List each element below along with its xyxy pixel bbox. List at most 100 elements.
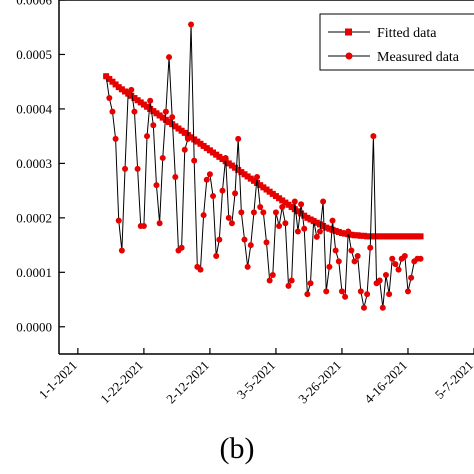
fitted-data-point (260, 184, 267, 191)
measured-data-point (216, 236, 223, 243)
measured-data-point (332, 247, 339, 254)
y-tick-label: 0.0002 (16, 210, 52, 225)
y-tick-label: 0.0005 (16, 47, 52, 62)
measured-data-point (232, 190, 239, 197)
legend-label-fitted-data: Fitted data (377, 26, 437, 41)
fitted-data-point (329, 226, 336, 233)
measured-data-point (382, 272, 389, 279)
fitted-data-point (395, 233, 402, 240)
measured-data-point (118, 247, 125, 254)
measured-data-point (184, 135, 191, 142)
fitted-data-point (210, 149, 217, 156)
fitted-data-point (408, 233, 415, 240)
fitted-data-point (279, 197, 286, 204)
fitted-data-point (272, 193, 279, 200)
fitted-data-point (307, 216, 314, 223)
fitted-data-point (150, 108, 157, 115)
measured-data-point (162, 108, 169, 115)
measured-data-point (364, 291, 371, 298)
measured-data-point (115, 217, 122, 224)
measured-data-point (417, 255, 424, 262)
fitted-data-point (172, 123, 179, 130)
measured-data-point (247, 242, 254, 249)
measured-data-point (200, 212, 207, 219)
measured-data-point (269, 272, 276, 279)
fitted-data-point (109, 78, 116, 85)
measured-data-point (357, 288, 364, 295)
measured-data-point (147, 97, 154, 104)
legend: Fitted data Measured data (319, 13, 474, 71)
fitted-data-point (188, 134, 195, 141)
measured-data-point (238, 209, 245, 216)
fitted-data-point (285, 201, 292, 208)
fitted-data-point (106, 75, 113, 82)
fitted-data-point (140, 101, 147, 108)
fitted-data-point (411, 233, 418, 240)
measured-data-point (288, 277, 295, 284)
fitted-data-point (235, 166, 242, 173)
fitted-data-point (128, 92, 135, 99)
fitted-data-point (364, 233, 371, 240)
measured-data-point (272, 209, 279, 216)
fitted-data-point (178, 127, 185, 134)
measured-data-point (103, 73, 110, 80)
fitted-data-point (238, 169, 245, 176)
fitted-data-point (338, 230, 345, 237)
fitted-data-point (332, 227, 339, 234)
measured-data-point (235, 135, 242, 142)
fitted-data-point (175, 125, 182, 132)
fitted-data-point (137, 99, 144, 106)
fitted-data-point (370, 233, 377, 240)
fitted-data-point (250, 177, 257, 184)
x-tick-label: 1-1-2021 (36, 358, 80, 402)
fitted-data-point (304, 214, 311, 221)
measured-data-point (197, 266, 204, 273)
fitted-data-point (335, 229, 342, 236)
measured-data-point (150, 122, 157, 129)
measured-data-point (379, 304, 386, 311)
measured-data-point (401, 252, 408, 259)
fitted-data-point (301, 212, 308, 219)
fitted-data-point (386, 233, 393, 240)
measured-data-point (313, 233, 320, 240)
fitted-data-point (147, 105, 154, 112)
fitted-data-point (294, 208, 301, 215)
measured-data-point (128, 86, 135, 93)
fitted-data-point (282, 199, 289, 206)
measured-data-point (342, 293, 349, 300)
measured-data-point (159, 154, 166, 161)
fitted-data-point (228, 162, 235, 169)
fitted-data-point (414, 233, 421, 240)
fitted-data-point (241, 171, 248, 178)
y-tick-label: 0.0000 (16, 319, 52, 334)
x-tick-label: 4-16-2021 (361, 358, 410, 407)
measured-data-point (134, 165, 141, 172)
measured-data-point (338, 288, 345, 295)
fitted-data-point (219, 156, 226, 163)
fitted-data-point (244, 173, 251, 180)
measured-data-point (301, 225, 308, 232)
measured-data-point (320, 198, 327, 205)
x-axis: 1-1-2021 1-22-2021 2-12-2021 3-5-2021 3-26-2… (36, 348, 474, 406)
panel-label: (b) (219, 432, 255, 465)
fitted-data-point (351, 232, 358, 239)
fitted-data-point (373, 233, 380, 240)
measured-data-point (263, 239, 270, 246)
legend-label-measured-data: Measured data (377, 50, 460, 65)
fitted-data-point (404, 233, 411, 240)
measured-data-point (304, 291, 311, 298)
y-axis: 0.0000 0.0001 0.0002 0.0003 0.0004 0.0005 0.00… (16, 0, 65, 334)
fitted-data-point (398, 233, 405, 240)
measured-data-point (109, 108, 116, 115)
fitted-data-point (247, 175, 254, 182)
fitted-data-point (134, 97, 141, 104)
measured-data-point (389, 255, 396, 262)
x-tick-label: 3-5-2021 (234, 358, 278, 402)
x-tick-label: 5-7-2021 (432, 358, 474, 402)
measured-data-point (345, 228, 352, 235)
fitted-data-point (194, 138, 201, 145)
measured-data-point (191, 157, 198, 164)
measured-data-point (329, 217, 336, 224)
fitted-data-point (326, 225, 333, 232)
measured-data-point (276, 223, 283, 230)
